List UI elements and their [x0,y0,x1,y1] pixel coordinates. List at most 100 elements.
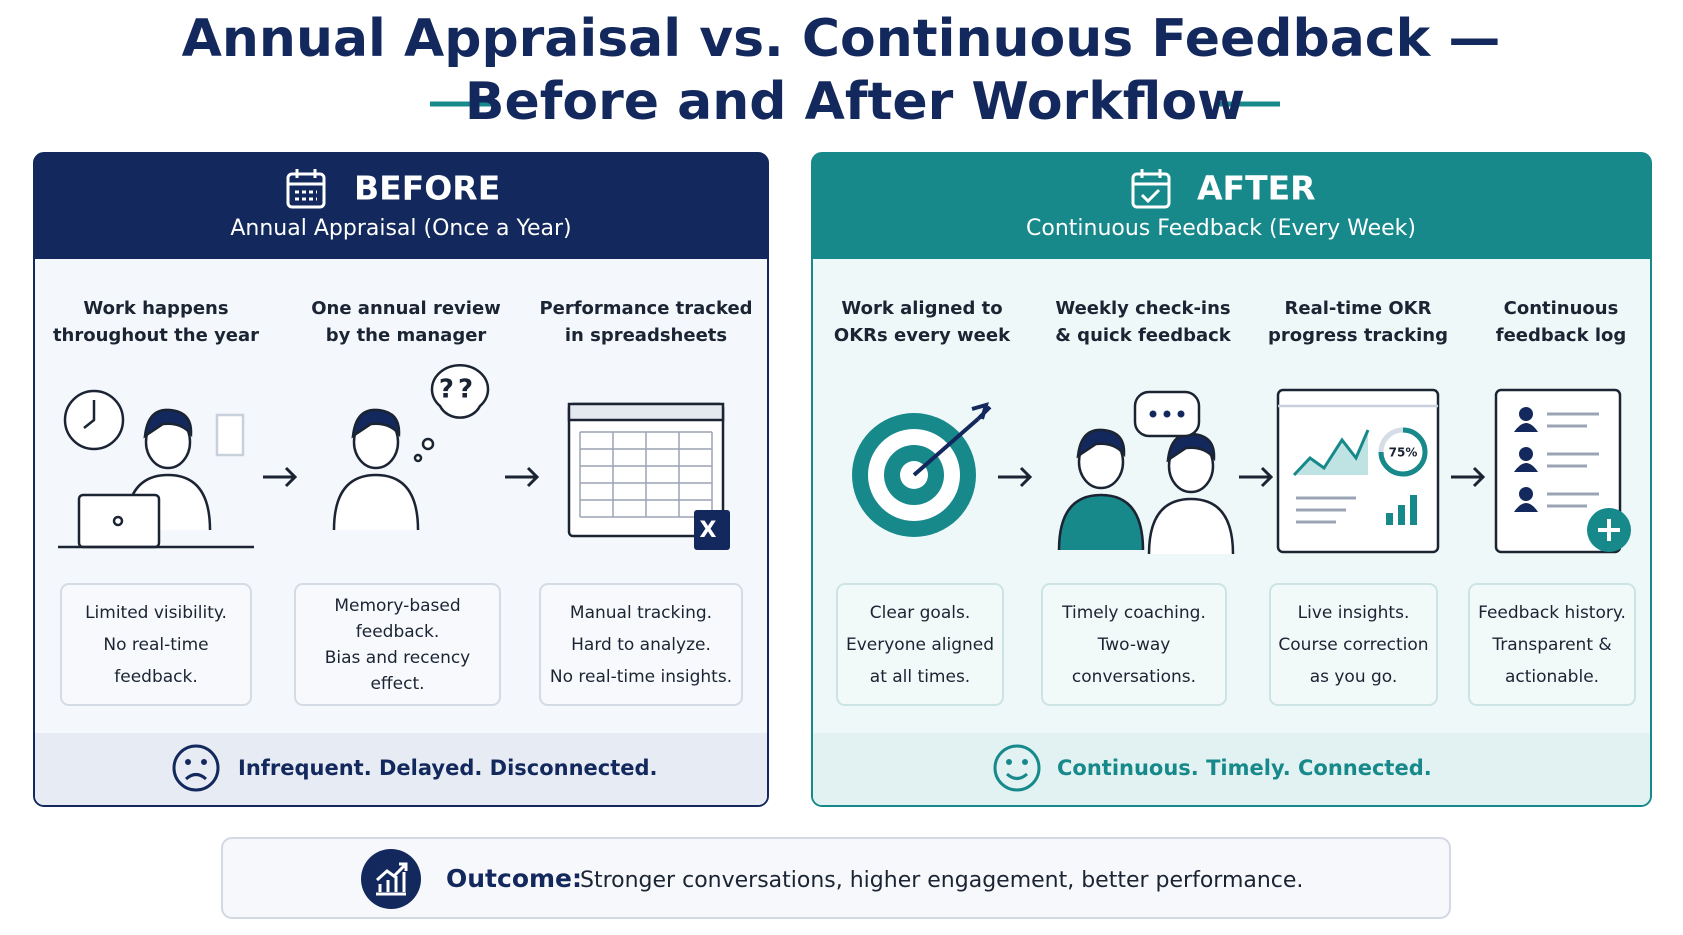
speech-dot [1163,410,1171,418]
step-description: Everyone aligned [846,635,994,655]
panel-subtitle: Annual Appraisal (Once a Year) [230,216,571,241]
flow-arrow [1451,466,1486,488]
avatar-body [1514,503,1538,512]
step-description: effect. [370,674,424,694]
step-description: Bias and recency [325,648,471,668]
outcome-text: Stronger conversations, higher engagemen… [580,868,1303,893]
after-header [812,153,1651,259]
after-footer [813,733,1650,805]
avatar-body [1514,423,1538,432]
step-description: as you go. [1310,667,1398,687]
illustration [1057,390,1235,555]
flow-arrow [1239,466,1274,488]
step-card [294,583,501,706]
step-title: Performance tracked [539,298,752,319]
step-title: throughout the year [53,325,259,346]
step-description: Timely coaching. [1061,603,1206,623]
illustration: ?? [332,363,490,531]
sad-face-icon [172,744,220,792]
thought-dot [413,453,423,463]
step-description: at all times. [870,667,970,687]
icon-text: X [700,518,717,543]
panel-label: BEFORE [354,169,500,208]
step-description: No real-time insights. [550,667,732,687]
step-description: Two-way [1097,635,1171,655]
thought-bubble [430,363,490,419]
step-description: Course correction [1278,635,1428,655]
text-lines [1296,496,1356,524]
speech-dot [1177,410,1185,418]
happy-face-icon [993,744,1041,792]
step-description: actionable. [1505,667,1599,687]
step-description: Clear goals. [870,603,970,623]
before-footer [35,733,767,805]
step-description: Memory-based [334,596,460,616]
avatar-head [1519,407,1533,421]
person-body [332,473,420,531]
page-title: Before and After Workflow [465,72,1245,132]
growth-icon [361,849,421,909]
person-hair [143,408,193,439]
illustration: 75% [1276,388,1440,554]
illustration [852,402,992,537]
panel-subtitle: Continuous Feedback (Every Week) [1026,216,1416,241]
icon-text: 75% [1389,446,1418,460]
illustration [58,389,254,549]
step-title: progress tracking [1268,325,1448,346]
before-header [34,153,768,259]
illustration [1494,388,1631,554]
step-title: Work aligned to [841,298,1002,319]
bars [1386,495,1417,525]
panel-label: AFTER [1197,169,1316,208]
flow-arrow [505,466,540,488]
log-lines [1547,412,1599,428]
arrow-shaft [912,417,980,477]
arrow-fletch [971,402,992,421]
flow-arrow [263,466,298,488]
step-description: Live insights. [1298,603,1410,623]
avatar-head [1519,447,1533,461]
avatar-head [1519,487,1533,501]
step-description: No real-time [103,635,208,655]
step-title: One annual review [311,298,501,319]
step-title: OKRs every week [834,325,1011,346]
step-description: feedback. [114,667,198,687]
step-card [60,583,252,706]
step-title: Real-time OKR [1285,298,1432,319]
step-title: feedback log [1496,325,1627,346]
plus-sign [1598,519,1620,541]
step-title: Weekly check-ins [1055,298,1230,319]
log-lines [1547,492,1599,508]
step-title: in spreadsheets [565,325,727,346]
illustration: X [567,402,730,550]
step-title: & quick feedback [1055,325,1232,346]
step-card [1468,583,1636,706]
panel-summary: Infrequent. Delayed. Disconnected. [238,756,658,780]
step-description: Feedback history. [1478,603,1626,623]
step-title: by the manager [326,325,487,346]
step-description: Limited visibility. [85,603,227,623]
excel-badge [694,510,730,550]
log-lines [1547,452,1599,468]
spreadsheet-bar [567,402,725,422]
paper [215,413,245,457]
outcome-label: Outcome: [446,864,582,893]
step-title: Continuous [1504,298,1619,319]
speech-dot [1149,410,1157,418]
step-title: Work happens [83,298,228,319]
icon-text: ?? [439,375,477,405]
laptop-logo [112,515,124,527]
person-body [1147,497,1235,555]
step-description: Hard to analyze. [571,635,711,655]
step-card [836,583,1004,706]
calendar-check-icon [1131,169,1171,209]
outcome-box [221,837,1451,919]
step-card [539,583,743,706]
person-hair [1076,428,1126,459]
step-description: feedback. [356,622,440,642]
step-description: Transparent & [1491,635,1611,655]
gauge-arc [1378,427,1428,477]
person-hair [1166,432,1216,463]
chart-line [1292,429,1370,477]
